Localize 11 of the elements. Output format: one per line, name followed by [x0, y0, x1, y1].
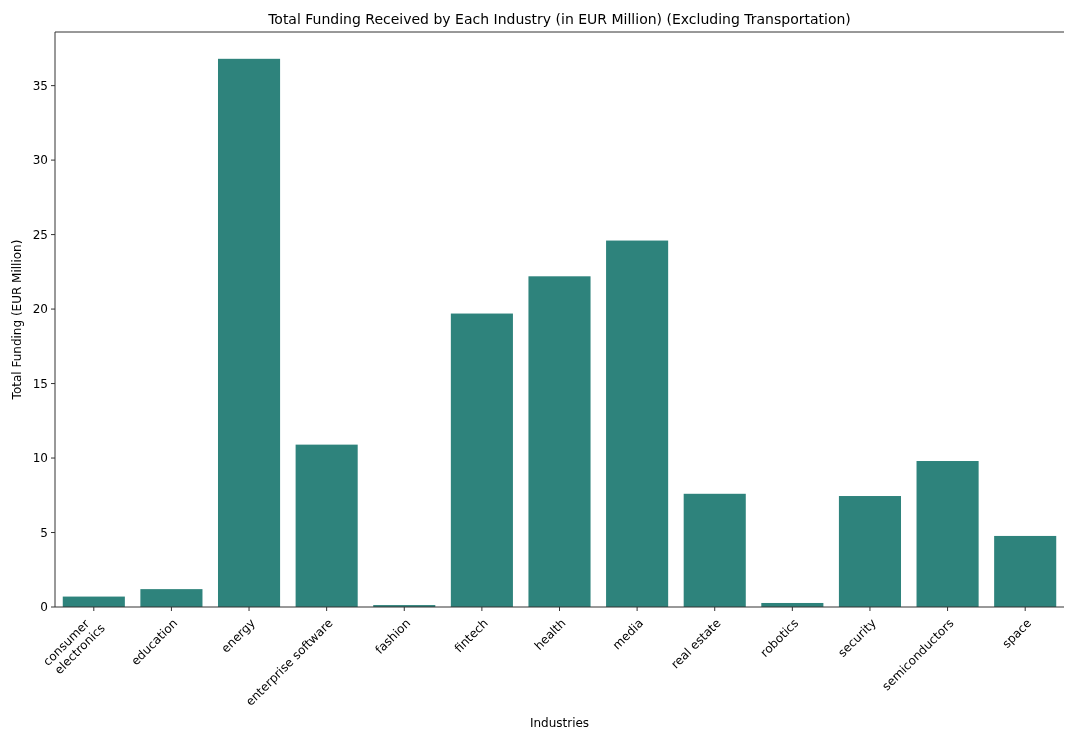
y-tick-label: 0: [40, 600, 48, 615]
y-tick-label: 30: [32, 153, 48, 168]
x-axis-title: Industries: [529, 716, 590, 730]
y-tick-label: 20: [32, 302, 48, 317]
y-axis-title: Total Funding (EUR Million): [10, 239, 24, 401]
chart-title: Total Funding Received by Each Industry (in EUR Million) (Excluding Transportation): [267, 11, 851, 27]
y-tick-label: 35: [32, 78, 48, 93]
y-tick-label: 5: [40, 525, 48, 540]
y-tick-label: 10: [32, 451, 48, 466]
y-tick-label: 15: [32, 376, 48, 391]
y-tick-label: 25: [32, 227, 48, 242]
